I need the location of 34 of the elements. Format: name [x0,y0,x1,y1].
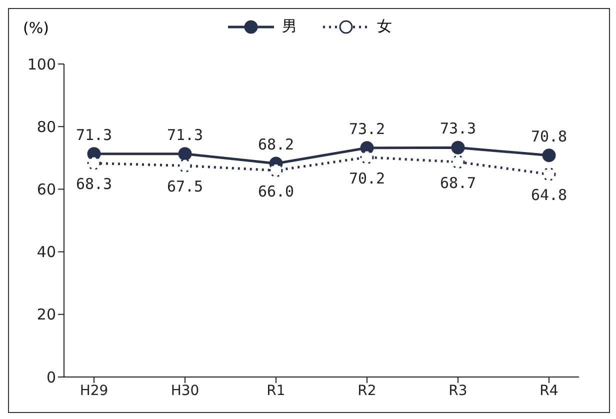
data-label: 66.0 [258,182,294,200]
data-label: 64.8 [530,186,568,204]
data-label: 73.3 [440,120,476,138]
x-tick-label: R3 [448,382,468,399]
y-tick-label: 40 [36,243,56,262]
x-tick-label: R1 [266,382,286,399]
data-label: 71.3 [76,126,112,144]
y-axis-title: (%) [23,19,49,37]
data-label: 67.5 [166,178,204,196]
data-label: 68.2 [258,136,294,154]
point [269,164,283,178]
legend-label: 女 [377,17,392,36]
data-label: 68.7 [440,174,476,192]
point [87,156,101,170]
data-label: 73.2 [348,120,386,138]
y-tick-label: 80 [36,118,56,136]
legend-label: 男 [282,17,297,36]
x-tick-label: H29 [80,382,108,399]
data-label: 71.3 [166,126,204,144]
point [360,150,374,164]
data-label: 68.3 [76,175,112,194]
data-label: 70.2 [348,169,386,188]
point [451,155,465,169]
y-tick-label: 60 [36,180,56,199]
x-tick-label: H30 [170,382,200,399]
x-tick-label: R2 [358,382,376,399]
point [178,147,192,161]
point [451,140,465,154]
y-tick-label: 100 [27,55,56,74]
y-tick-label: 0 [46,368,56,386]
y-tick-label: 20 [36,306,56,324]
data-label: 70.8 [530,127,568,146]
point [542,148,556,162]
x-tick-label: R4 [540,382,558,399]
